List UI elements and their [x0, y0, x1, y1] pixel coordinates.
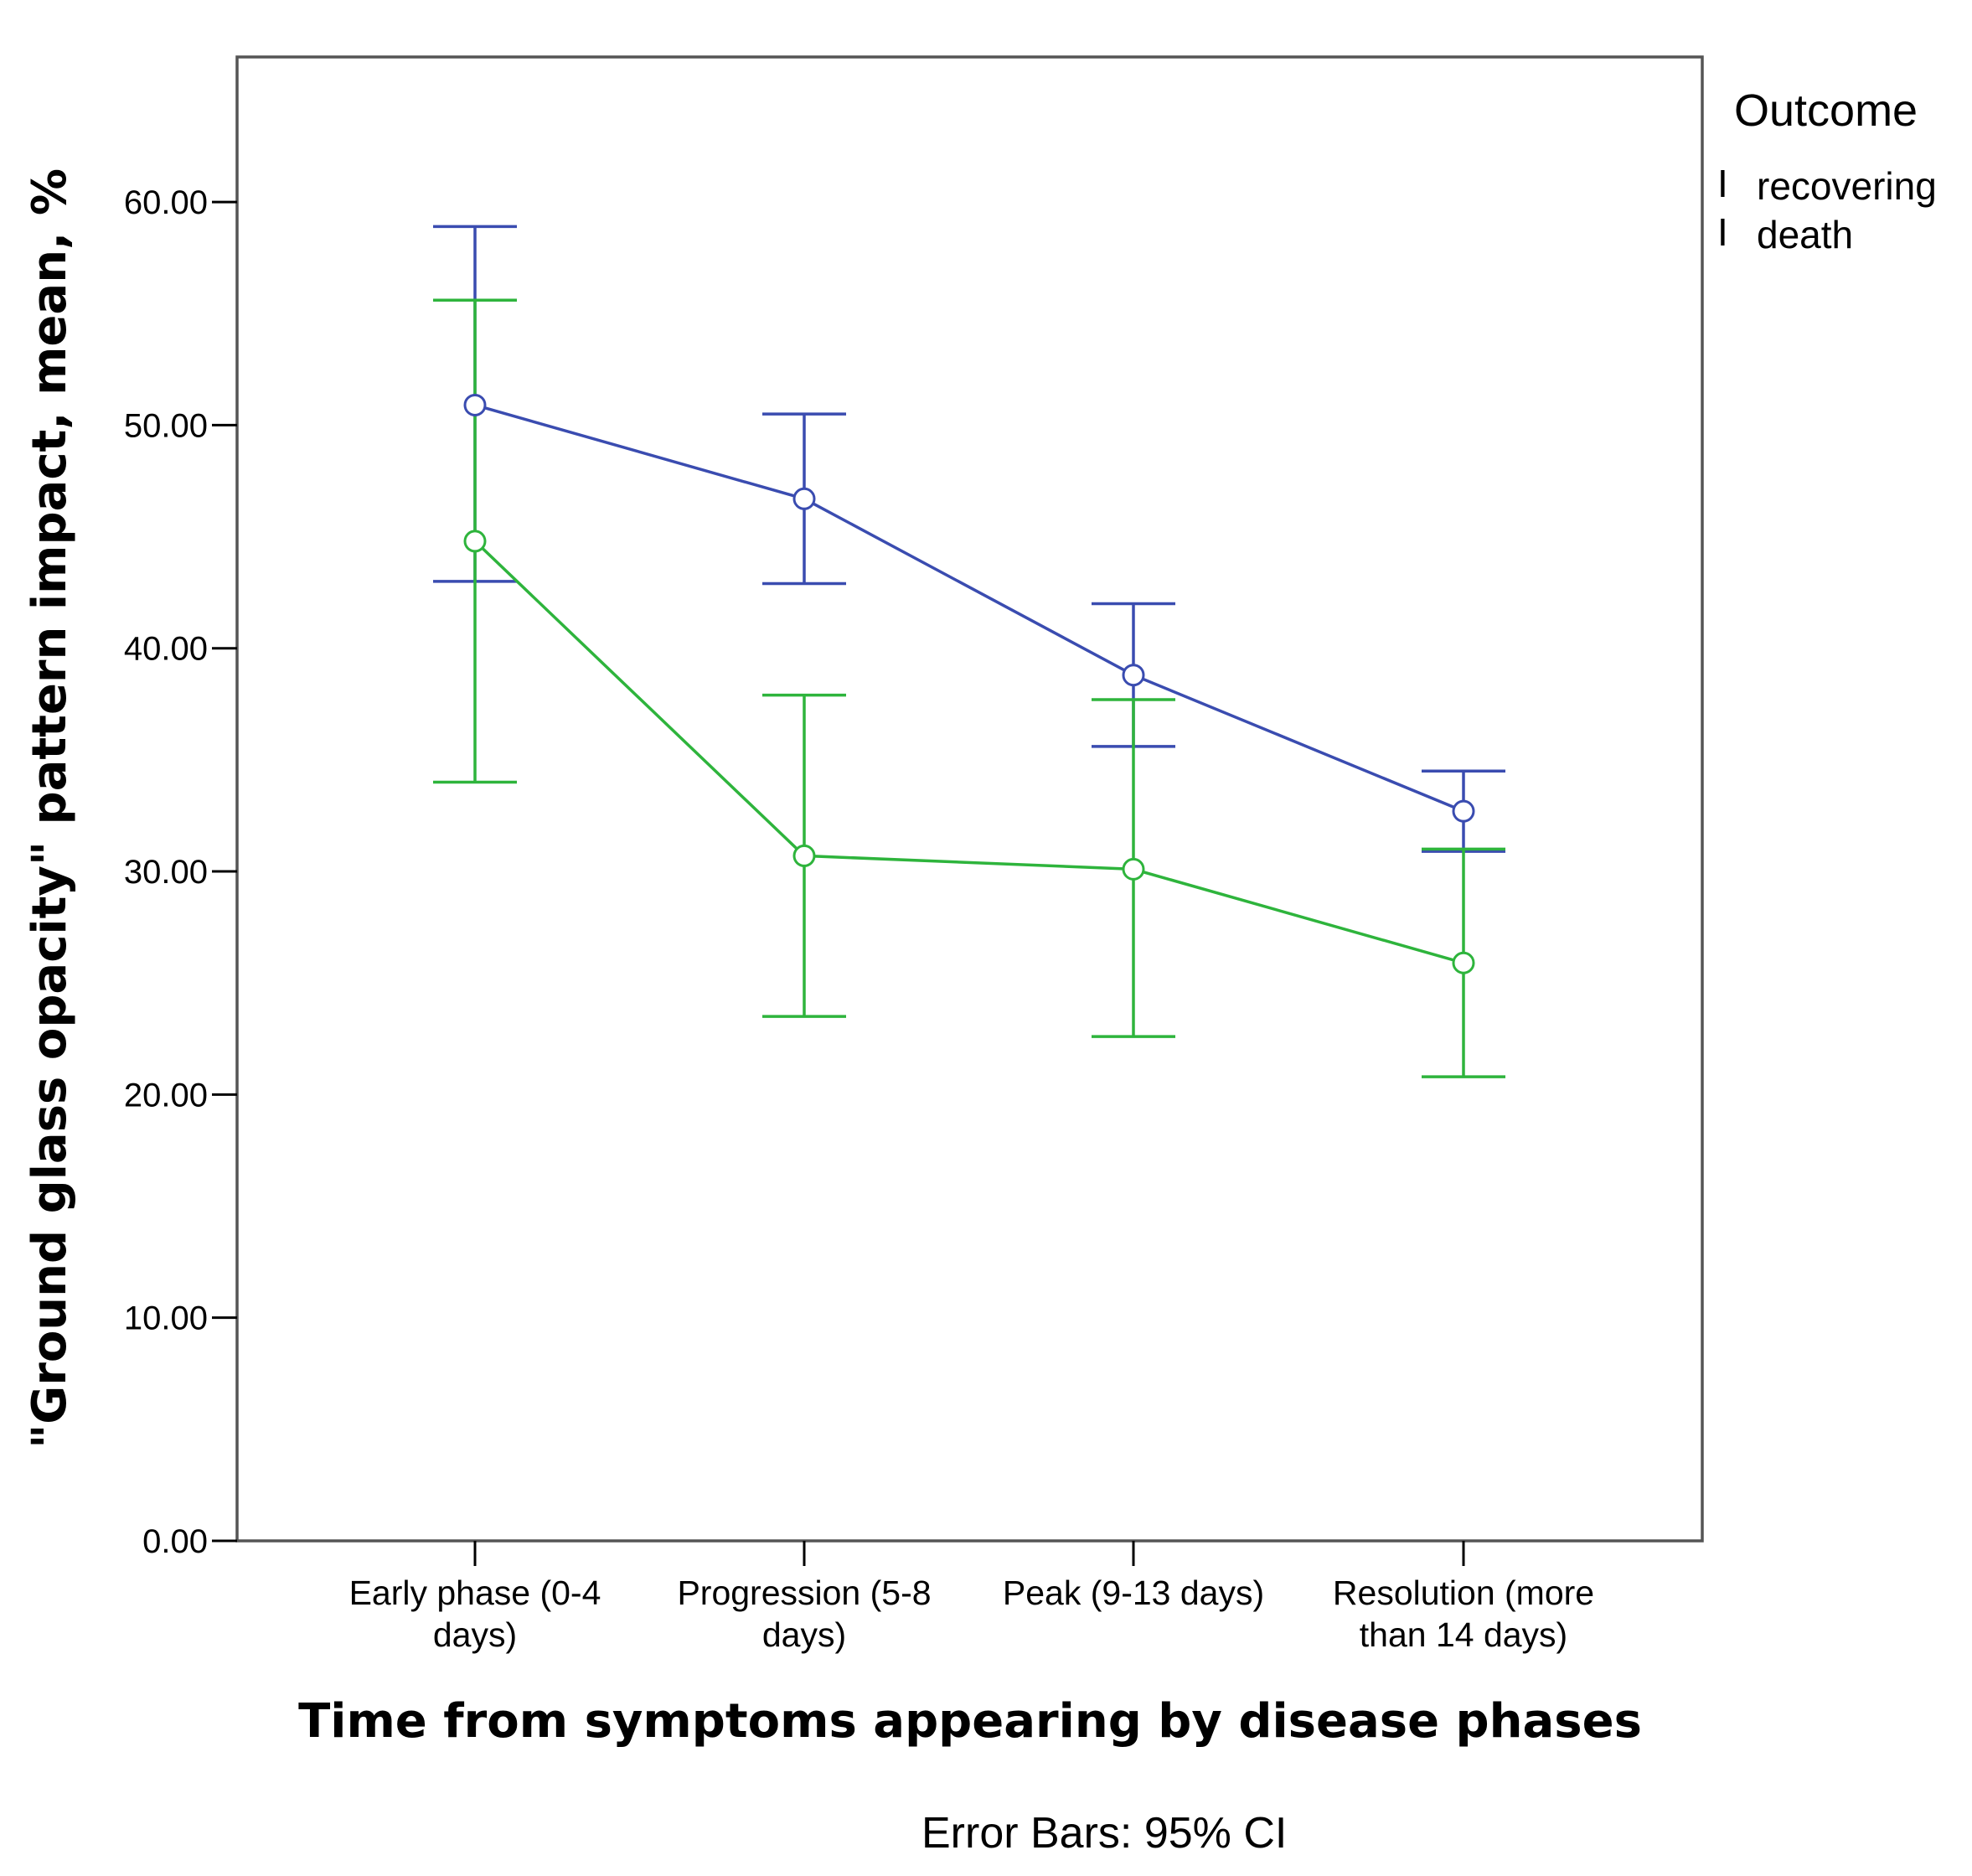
legend-label-recovering: recovering [1757, 164, 1937, 208]
legend-marker-recovering: I [1717, 162, 1728, 205]
data-point-death [1452, 951, 1475, 974]
plot-frame [235, 55, 1704, 1543]
data-point-death [1122, 857, 1145, 881]
x-tick-label: Early phase (0-4 days) [349, 1574, 601, 1654]
y-tick-label: 60.00 [124, 184, 208, 221]
legend-marker-death: I [1717, 210, 1728, 254]
y-tick-label: 40.00 [124, 631, 208, 668]
x-tick-label: Resolution (more than 14 days) [1333, 1574, 1594, 1654]
x-tick-label: Peak (9-13 days) [1003, 1574, 1264, 1612]
y-tick-label: 20.00 [124, 1077, 208, 1114]
data-point-death [463, 530, 487, 553]
legend: Outcome I recovering I death [1717, 85, 1937, 256]
legend-label-death: death [1757, 213, 1853, 256]
data-point-recovering [792, 487, 816, 510]
x-tick-label: Progression (5-8 days) [677, 1574, 931, 1654]
y-tick-label: 10.00 [124, 1300, 208, 1337]
error-bars-note: Error Bars: 95% CI [921, 1809, 1287, 1858]
series-line-recovering [474, 403, 1464, 813]
legend-title: Outcome [1734, 85, 1918, 136]
series-line-death [473, 540, 1464, 964]
y-tick-label: 30.00 [124, 854, 208, 891]
x-axis-title: Time from symptoms appearing by disease … [298, 1694, 1642, 1749]
data-point-recovering [1122, 664, 1145, 687]
y-axis-title: "Ground glass opacity" pattern impact, m… [23, 168, 77, 1449]
data-point-death [792, 844, 816, 867]
y-tick-label: 50.00 [124, 407, 208, 444]
data-point-recovering [1452, 799, 1475, 823]
data-point-recovering [463, 393, 487, 416]
y-tick-label: 0.00 [142, 1523, 208, 1560]
